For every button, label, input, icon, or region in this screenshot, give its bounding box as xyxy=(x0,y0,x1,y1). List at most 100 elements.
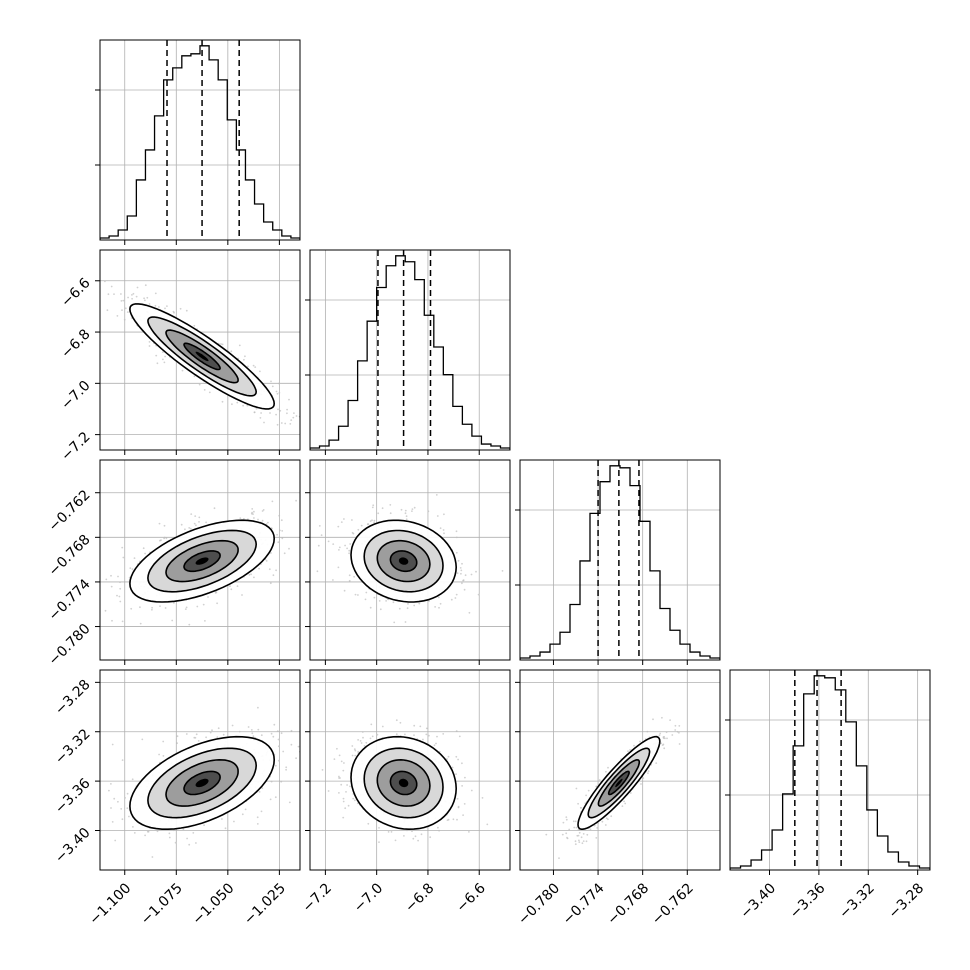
scatter-point xyxy=(278,514,281,517)
scatter-point xyxy=(436,515,439,517)
density-panel-p1-p3 xyxy=(95,459,301,665)
scatter-point xyxy=(674,724,677,727)
density-panel-p2-p3 xyxy=(305,459,511,665)
scatter-point xyxy=(647,770,650,772)
histogram-panel-p4 xyxy=(725,669,931,875)
scatter-point xyxy=(348,552,350,555)
scatter-point xyxy=(104,609,107,612)
scatter-point xyxy=(574,820,577,823)
scatter-point xyxy=(286,408,288,411)
scatter-point xyxy=(278,391,281,394)
scatter-point xyxy=(342,797,345,800)
scatter-point xyxy=(156,830,159,833)
scatter-point xyxy=(348,574,351,577)
scatter-point xyxy=(340,521,343,523)
scatter-point xyxy=(437,596,440,599)
scatter-point xyxy=(253,411,256,414)
scatter-point xyxy=(607,766,609,769)
y-tick-label: −6.6 xyxy=(58,275,93,310)
y-tick-label: −0.780 xyxy=(46,621,94,669)
scatter-point xyxy=(658,734,661,737)
scatter-point xyxy=(304,437,306,439)
scatter-point xyxy=(405,515,408,518)
scatter-point xyxy=(458,735,461,738)
scatter-point xyxy=(107,293,110,296)
scatter-point xyxy=(143,297,146,300)
scatter-point xyxy=(351,754,354,757)
scatter-point xyxy=(106,309,109,312)
panel-frame xyxy=(99,39,301,241)
scatter-point xyxy=(238,730,241,733)
scatter-point xyxy=(633,744,635,747)
scatter-point xyxy=(280,780,283,783)
scatter-point xyxy=(669,719,671,721)
scatter-point xyxy=(247,365,249,368)
scatter-point xyxy=(565,816,568,818)
scatter-point xyxy=(221,400,224,403)
histogram-step xyxy=(310,255,510,450)
scatter-point xyxy=(258,567,260,570)
scatter-point xyxy=(446,758,448,760)
scatter-point xyxy=(321,769,324,771)
scatter-point xyxy=(171,619,174,622)
scatter-point xyxy=(360,524,363,527)
density-panel-p1-p2 xyxy=(95,249,306,455)
scatter-point xyxy=(435,742,437,745)
scatter-point xyxy=(604,824,607,826)
scatter-point xyxy=(347,804,350,807)
scatter-point xyxy=(305,742,307,744)
scatter-point xyxy=(259,370,261,373)
scatter-point xyxy=(345,791,347,793)
scatter-point xyxy=(585,794,587,797)
scatter-point xyxy=(562,821,565,824)
scatter-point xyxy=(300,420,302,422)
scatter-point xyxy=(193,522,196,525)
scatter-point xyxy=(154,304,157,307)
scatter-point xyxy=(158,306,160,308)
scatter-point xyxy=(406,829,408,832)
scatter-point xyxy=(121,546,124,549)
scatter-point xyxy=(586,833,589,836)
scatter-point xyxy=(337,566,340,569)
scatter-point xyxy=(361,731,364,733)
x-tick-label: −6.6 xyxy=(453,880,488,915)
scatter-point xyxy=(318,525,321,527)
contour-level xyxy=(398,778,409,788)
scatter-point xyxy=(184,608,187,610)
x-tick-label: −0.780 xyxy=(515,880,563,928)
scatter-point xyxy=(662,743,665,746)
scatter-point xyxy=(126,311,129,313)
scatter-point xyxy=(462,814,464,816)
scatter-point xyxy=(275,390,278,393)
scatter-point xyxy=(338,754,341,757)
x-tick-label: −7.2 xyxy=(300,880,335,915)
scatter-point xyxy=(455,730,458,732)
scatter-point xyxy=(241,813,244,816)
scatter-point xyxy=(395,719,398,722)
scatter-point xyxy=(209,731,212,734)
histogram-step xyxy=(730,675,930,870)
scatter-point xyxy=(297,745,300,748)
scatter-point xyxy=(385,600,387,602)
scatter-point xyxy=(127,815,130,818)
scatter-point xyxy=(164,355,167,358)
scatter-point xyxy=(377,512,380,515)
scatter-point xyxy=(181,369,184,372)
scatter-point xyxy=(411,830,413,833)
scatter-point xyxy=(338,546,341,549)
scatter-point xyxy=(261,787,264,790)
scatter-point xyxy=(280,732,283,735)
scatter-point xyxy=(276,533,278,536)
scatter-point xyxy=(244,808,247,811)
y-tick-label: −3.28 xyxy=(52,677,94,719)
scatter-point xyxy=(461,582,463,585)
scatter-point xyxy=(121,759,124,761)
scatter-point xyxy=(344,544,346,547)
scatter-point xyxy=(477,593,480,596)
panel-frame xyxy=(99,459,301,661)
scatter-point xyxy=(422,738,424,741)
scatter-point xyxy=(254,366,257,368)
contour-level xyxy=(195,557,209,565)
scatter-point xyxy=(332,579,334,581)
scatter-point xyxy=(203,824,206,827)
